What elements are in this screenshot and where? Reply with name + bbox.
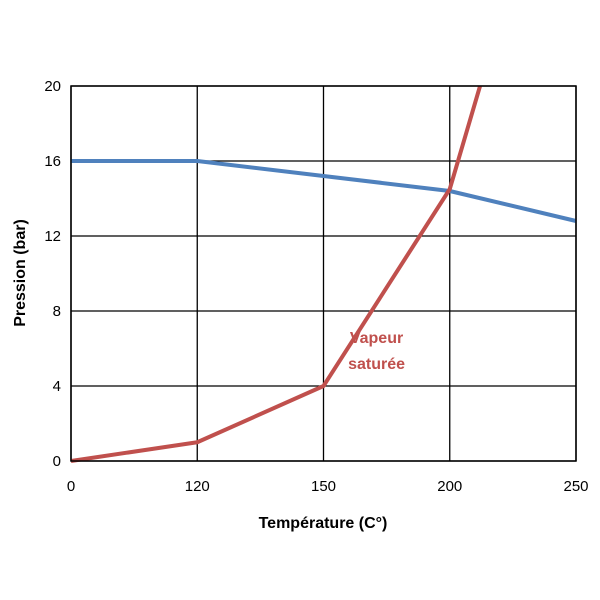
series-lines: [70, 85, 577, 463]
y-axis-title: Pression (bar): [12, 219, 29, 327]
plot-area-border: [70, 85, 577, 462]
x-tick-label: 250: [563, 478, 588, 495]
y-tick-label: 4: [53, 378, 61, 395]
series-annotation: Vapeur: [350, 330, 403, 347]
y-tick-label: 0: [53, 453, 61, 470]
grid: [70, 85, 577, 462]
x-tick-label: 0: [67, 478, 75, 495]
x-axis-title: Température (C°): [259, 515, 388, 532]
y-tick-label: 20: [44, 78, 61, 95]
y-tick-label: 16: [44, 153, 61, 170]
x-tick-label: 200: [437, 478, 462, 495]
series-annotation: saturée: [348, 356, 405, 373]
x-tick-label: 120: [185, 478, 210, 495]
y-tick-label: 8: [53, 303, 61, 320]
series-line-1: [71, 159, 577, 223]
x-tick-label: 150: [311, 478, 336, 495]
annotations: Vapeur saturée: [348, 330, 405, 373]
y-tick-label: 12: [44, 228, 61, 245]
series-line-2: [70, 85, 482, 463]
